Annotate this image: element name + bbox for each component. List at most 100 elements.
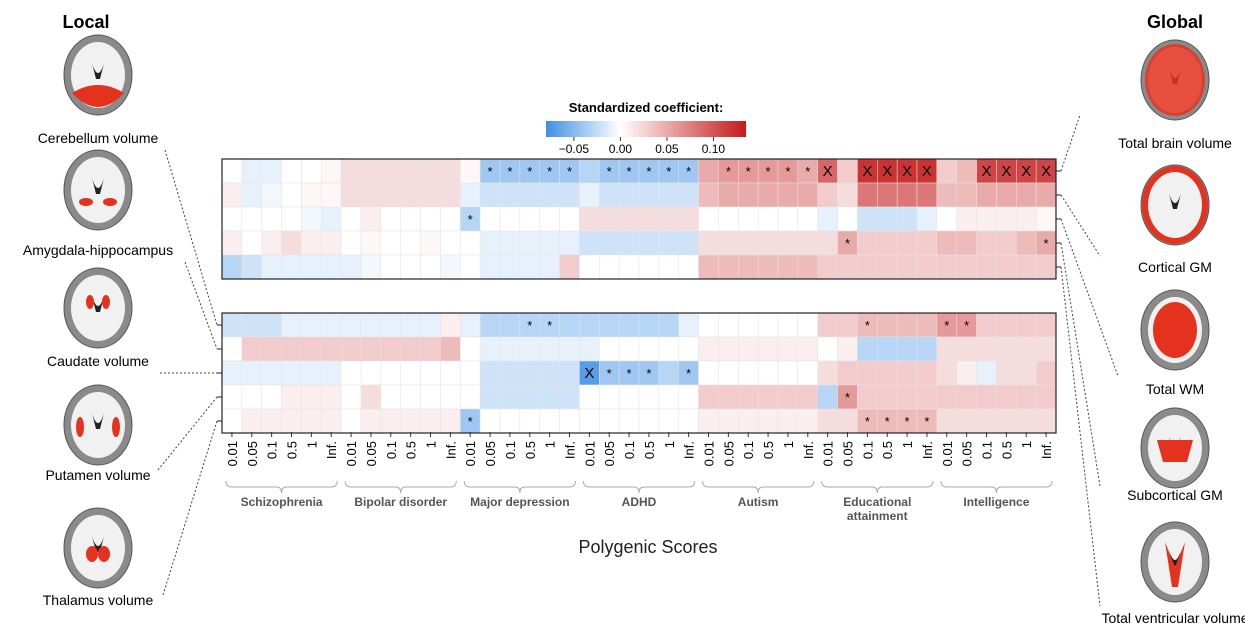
heatmap-cell	[242, 313, 262, 337]
heatmap-cell	[957, 385, 977, 409]
significance-mark: *	[964, 318, 969, 333]
heatmap-cell	[699, 409, 719, 433]
heatmap-cell	[361, 409, 381, 433]
heatmap-cell	[540, 183, 560, 207]
heatmap-cell	[699, 255, 719, 279]
heatmap-cell	[897, 231, 917, 255]
heatmap-cell	[699, 337, 719, 361]
heatmap-cell	[937, 337, 957, 361]
heatmap-cell	[282, 183, 302, 207]
brain-icon	[64, 385, 132, 465]
heatmap-cell	[937, 385, 957, 409]
significance-mark: *	[507, 164, 512, 179]
heatmap-cell	[381, 361, 401, 385]
heatmap-cell	[500, 385, 520, 409]
heatmap-cell	[301, 207, 321, 231]
row-label: Cortical GM	[1138, 259, 1212, 275]
x-tick-label: 0.5	[642, 441, 657, 459]
heatmap-cell	[540, 231, 560, 255]
group-brace	[941, 481, 1052, 493]
heatmap-cell	[917, 313, 937, 337]
heatmap-cell	[262, 255, 282, 279]
heatmap-cell	[282, 361, 302, 385]
heatmap-cell	[877, 361, 897, 385]
heatmap-cell	[718, 385, 738, 409]
significance-mark: *	[865, 414, 870, 429]
heatmap-cell	[520, 207, 540, 231]
heatmap-cell	[718, 337, 738, 361]
heatmap-cell	[500, 207, 520, 231]
heatmap-cell	[1016, 313, 1036, 337]
heatmap-cell	[282, 159, 302, 183]
x-tick-label: Inf.	[563, 441, 578, 459]
heatmap-cell	[738, 313, 758, 337]
heatmap-cell	[262, 207, 282, 231]
heatmap-cell	[460, 231, 480, 255]
heatmap-cell	[361, 207, 381, 231]
heatmap-cell	[996, 207, 1016, 231]
heatmap-cell	[341, 409, 361, 433]
heatmap-cell	[381, 337, 401, 361]
heatmap-cell	[778, 361, 798, 385]
x-tick-label: 0.05	[960, 441, 975, 466]
heatmap-cell	[798, 183, 818, 207]
heatmap-cell	[957, 231, 977, 255]
heatmap-cell	[262, 361, 282, 385]
heatmap-cell	[738, 361, 758, 385]
heatmap-cell	[421, 231, 441, 255]
region	[1145, 44, 1205, 116]
row-label: Total ventricular volume	[1101, 610, 1245, 626]
significance-mark: *	[845, 236, 850, 251]
x-tick-label: 1	[781, 441, 796, 448]
heatmap-cell	[659, 409, 679, 433]
x-tick-label: 1	[900, 441, 915, 448]
x-tick-label: 0.1	[622, 441, 637, 459]
heatmap-cell	[560, 361, 580, 385]
heatmap-cell	[857, 361, 877, 385]
heatmap-cell	[778, 231, 798, 255]
heatmap-cell	[341, 313, 361, 337]
heatmap-cell	[917, 361, 937, 385]
heatmap-cell	[1036, 255, 1056, 279]
row-label: Amygdala-hippocampus	[23, 242, 173, 258]
heatmap-cell	[520, 183, 540, 207]
heatmap-cell	[222, 313, 242, 337]
heatmap-cell	[500, 337, 520, 361]
chart: Polygenic Scores Standardized coefficien…	[0, 0, 1245, 626]
row-label: Thalamus volume	[43, 592, 154, 608]
heatmap-cell	[579, 313, 599, 337]
heatmap-cell	[877, 207, 897, 231]
heatmap-cell	[857, 207, 877, 231]
heatmap-cell	[460, 159, 480, 183]
heatmap-cell	[381, 409, 401, 433]
significance-mark: *	[686, 164, 691, 179]
heatmap-cell	[1036, 385, 1056, 409]
heatmap-cell	[262, 385, 282, 409]
heatmap-cell	[460, 385, 480, 409]
heatmap-cell	[282, 231, 302, 255]
heatmap-cell	[996, 409, 1016, 433]
heatmap-cell	[798, 337, 818, 361]
heatmap-cell	[957, 361, 977, 385]
heatmap-cell	[957, 183, 977, 207]
heatmap-cell	[242, 207, 262, 231]
heatmap-cell	[579, 337, 599, 361]
heatmap-cell	[758, 207, 778, 231]
region	[79, 198, 93, 206]
colorbar-tick-label: −0.05	[559, 142, 590, 156]
heatmap-cell	[301, 337, 321, 361]
heatmap-cell	[957, 207, 977, 231]
significance-mark: X	[1001, 163, 1011, 180]
heatmap-cell	[361, 231, 381, 255]
significance-mark: X	[584, 365, 594, 382]
heatmap-cell	[341, 255, 361, 279]
heatmap-cell	[440, 183, 460, 207]
heatmap-cell	[699, 207, 719, 231]
x-tick-label: 1	[424, 441, 439, 448]
heatmap-cell	[500, 255, 520, 279]
heatmap-cell	[361, 337, 381, 361]
connector	[1061, 195, 1100, 256]
heatmap-cell	[798, 231, 818, 255]
heatmap-cell	[262, 409, 282, 433]
heatmap-cell	[857, 385, 877, 409]
